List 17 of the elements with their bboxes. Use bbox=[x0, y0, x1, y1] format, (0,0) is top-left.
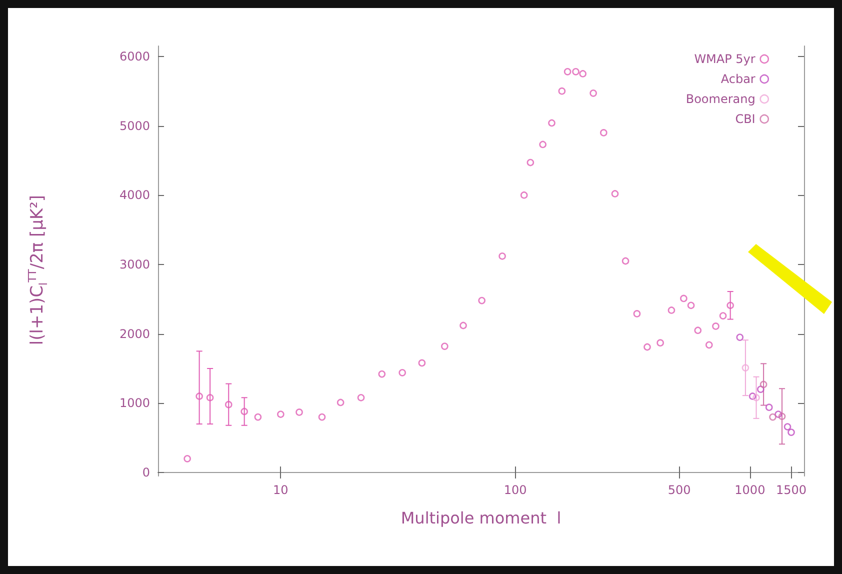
x-tick-label: 1500 bbox=[776, 483, 807, 497]
x-tick-label: 1000 bbox=[734, 483, 766, 497]
y-tick-label: 2000 bbox=[119, 326, 150, 341]
x-tick-label: 10 bbox=[273, 483, 288, 497]
y-tick-label: 3000 bbox=[119, 257, 150, 272]
x-tick-label: 500 bbox=[668, 483, 691, 497]
y-tick-label: 5000 bbox=[119, 118, 150, 133]
legend-label: Acbar bbox=[720, 72, 756, 86]
x-tick-label: 100 bbox=[504, 483, 527, 497]
legend-label: WMAP 5yr bbox=[694, 52, 756, 66]
legend-label: Boomerang bbox=[686, 92, 756, 106]
x-axis-title: Multipole moment l bbox=[400, 508, 562, 528]
y-tick-label: 0 bbox=[142, 466, 150, 480]
y-tick-label: 1000 bbox=[119, 396, 150, 410]
y-tick-label: 6000 bbox=[119, 49, 150, 64]
y-tick-label: 4000 bbox=[119, 188, 150, 202]
legend-label: CBI bbox=[735, 112, 756, 126]
